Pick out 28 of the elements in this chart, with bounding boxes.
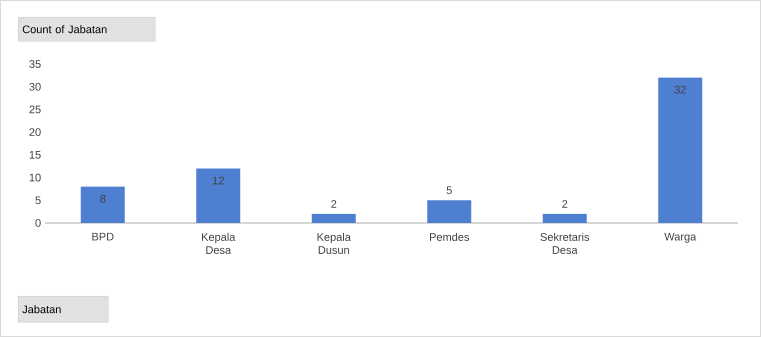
x-tick-label: Sekretaris Desa [540,232,590,254]
x-tick-label: Kepala Dusun [318,232,351,254]
y-tick-label: 20 [29,128,41,136]
chart-title: Count of Jabatan [22,25,106,34]
y-tick-label: 5 [35,196,41,204]
bar [427,200,472,223]
bar [80,186,125,223]
data-label: 5 [446,186,452,194]
y-tick-label: 15 [30,151,41,159]
x-tick-label: Warga [664,232,696,243]
bar [542,214,587,223]
text: Jabatan [22,305,61,314]
y-tick-label: 25 [29,106,41,114]
bar [196,168,240,223]
y-tick-label: 35 [29,60,41,68]
bar [658,78,702,223]
x-tick-label: BPD [92,232,114,240]
x-tick-label: Kepala Desa [202,232,236,254]
data-label: 2 [331,200,336,208]
x-tick-label: Pemdes [430,232,470,241]
y-tick-label: 30 [29,82,41,91]
y-tick-label: 0 [35,219,41,227]
data-label: 2 [562,200,568,208]
y-tick-label: 10 [30,174,41,182]
bar [312,214,356,223]
data-label: 8 [100,194,106,203]
data-label: 12 [212,176,224,184]
data-label: 32 [674,86,686,94]
